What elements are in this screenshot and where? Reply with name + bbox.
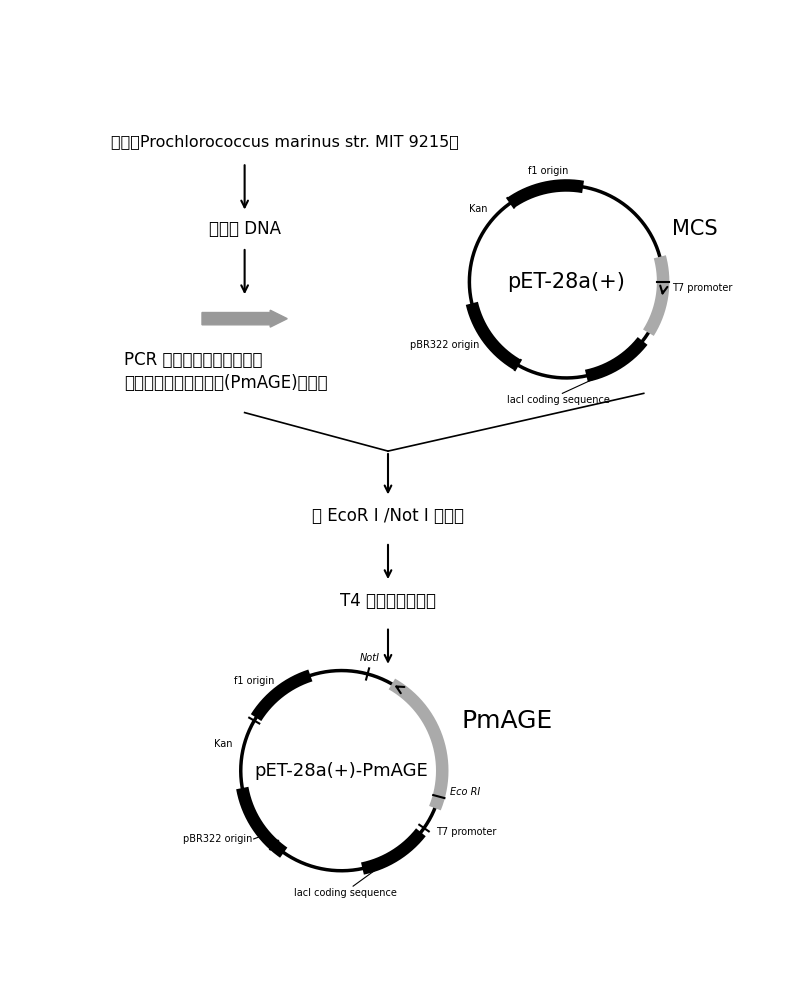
Text: NotI: NotI xyxy=(360,653,380,663)
Text: Kan: Kan xyxy=(469,204,488,214)
Text: 位点的葡萄糖胺异构酶(PmAGE)的基因: 位点的葡萄糖胺异构酶(PmAGE)的基因 xyxy=(125,374,328,392)
Text: lacI coding sequence: lacI coding sequence xyxy=(507,395,610,405)
Text: MCS: MCS xyxy=(672,219,718,239)
Text: T7 promoter: T7 promoter xyxy=(436,827,497,837)
Text: Kan: Kan xyxy=(215,739,232,749)
Text: lacI coding sequence: lacI coding sequence xyxy=(294,888,397,898)
Text: 用 EcoR I /Not I 双酶切: 用 EcoR I /Not I 双酶切 xyxy=(312,507,464,525)
Text: pBR322 origin: pBR322 origin xyxy=(410,340,480,350)
Text: Eco RI: Eco RI xyxy=(450,787,480,797)
Text: T4 连接酶过夜连接: T4 连接酶过夜连接 xyxy=(340,592,436,610)
FancyArrow shape xyxy=(202,310,288,327)
Text: PmAGE: PmAGE xyxy=(462,709,553,733)
Text: f1 origin: f1 origin xyxy=(234,676,274,686)
Text: 基因组 DNA: 基因组 DNA xyxy=(209,220,280,238)
Text: f1 origin: f1 origin xyxy=(528,166,569,176)
Text: pET-28a(+)-PmAGE: pET-28a(+)-PmAGE xyxy=(254,762,428,780)
Text: T7 promoter: T7 promoter xyxy=(672,283,733,293)
Text: pBR322 origin: pBR322 origin xyxy=(183,834,252,844)
Text: PCR 扩增获得含有两个酶切: PCR 扩增获得含有两个酶切 xyxy=(125,351,263,369)
Text: pET-28a(+): pET-28a(+) xyxy=(507,272,625,292)
Text: 海藻（Prochlorococcus marinus str. MIT 9215）: 海藻（Prochlorococcus marinus str. MIT 9215… xyxy=(110,134,458,149)
